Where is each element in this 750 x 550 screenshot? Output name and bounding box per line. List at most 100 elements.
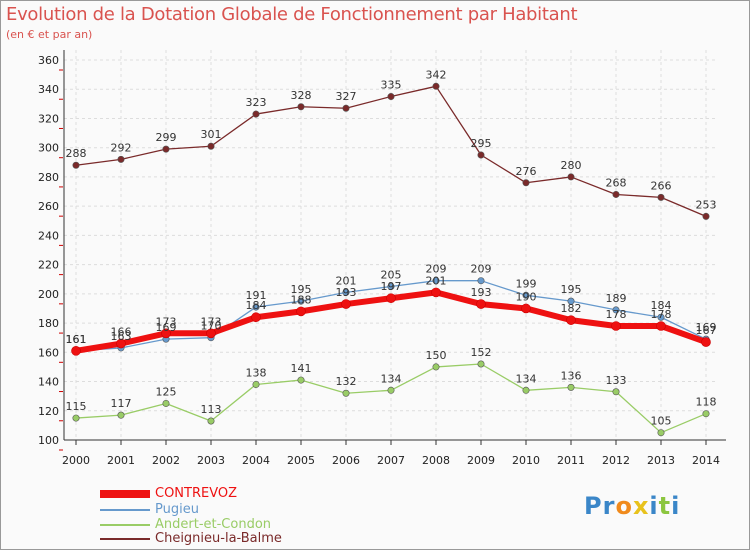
x-tick-label: 2004 — [242, 454, 270, 467]
legend-label-cheignieu-la-balme: Cheignieu-la-Balme — [155, 531, 282, 546]
data-point-pugieu — [612, 306, 620, 314]
data-label-cheignieu-la-balme: 301 — [201, 128, 222, 141]
data-label-cheignieu-la-balme: 253 — [696, 198, 717, 211]
legend-swatch-cheignieu-la-balme — [100, 538, 150, 540]
data-point-contrevoz — [341, 299, 351, 309]
data-label-pugieu: 199 — [516, 277, 537, 290]
chart-subtitle: (en € et par an) — [6, 28, 93, 41]
data-point-contrevoz — [431, 287, 441, 298]
grid-lines — [64, 50, 716, 441]
x-tick-label: 2010 — [512, 454, 540, 467]
data-point-contrevoz — [251, 312, 261, 323]
data-label-contrevoz: 193 — [471, 286, 492, 299]
data-label-cheignieu-la-balme: 327 — [336, 90, 357, 103]
data-label-contrevoz: 161 — [66, 333, 87, 346]
x-tick-label: 2009 — [467, 454, 495, 467]
data-label-pugieu: 191 — [246, 289, 267, 302]
legend-label-pugieu: Pugieu — [155, 502, 199, 517]
data-point-cheignieu-la-balme — [612, 190, 620, 198]
data-point-cheignieu-la-balme — [522, 179, 530, 187]
x-tick-label: 2001 — [107, 454, 135, 467]
data-point-pugieu — [477, 277, 485, 285]
y-tick-label: 140 — [38, 376, 59, 389]
data-label-pugieu: 169 — [696, 321, 717, 334]
data-point-andert-et-condon — [252, 380, 260, 388]
data-point-cheignieu-la-balme — [207, 142, 215, 150]
logo-letter: x — [632, 492, 650, 520]
data-point-contrevoz — [296, 306, 306, 317]
chart-title: Evolution de la Dotation Globale de Fonc… — [6, 4, 578, 25]
data-label-andert-et-condon: 113 — [201, 403, 222, 416]
data-label-andert-et-condon: 132 — [336, 375, 357, 388]
data-point-cheignieu-la-balme — [342, 104, 350, 112]
y-tick-label: 280 — [38, 171, 59, 184]
data-point-andert-et-condon — [162, 399, 170, 407]
data-point-contrevoz — [71, 346, 81, 356]
data-point-andert-et-condon — [297, 376, 305, 384]
data-label-pugieu: 161 — [66, 333, 87, 346]
data-label-contrevoz: 184 — [246, 299, 267, 312]
data-label-pugieu: 170 — [201, 320, 222, 333]
data-point-contrevoz — [521, 303, 531, 314]
data-label-andert-et-condon: 138 — [246, 366, 267, 379]
data-point-contrevoz — [161, 328, 171, 339]
data-label-andert-et-condon: 117 — [111, 397, 132, 410]
x-tick-label: 2008 — [422, 454, 450, 467]
data-label-cheignieu-la-balme: 299 — [156, 131, 177, 144]
data-label-pugieu: 163 — [111, 330, 132, 343]
axes: 100 120 140 160 180 200 220 240 260 280 300 320 340 3… — [38, 50, 726, 467]
data-label-andert-et-condon: 125 — [156, 385, 177, 398]
data-label-contrevoz: 173 — [156, 315, 177, 328]
data-point-pugieu — [657, 313, 665, 321]
data-label-cheignieu-la-balme: 328 — [291, 89, 312, 102]
data-point-pugieu — [252, 303, 260, 311]
data-point-andert-et-condon — [117, 411, 125, 419]
data-point-andert-et-condon — [657, 429, 665, 437]
data-label-cheignieu-la-balme: 335 — [381, 79, 402, 92]
data-point-andert-et-condon — [432, 363, 440, 371]
data-label-andert-et-condon: 115 — [66, 400, 87, 413]
data-point-contrevoz — [566, 315, 576, 325]
y-tick-label: 160 — [38, 346, 59, 359]
data-label-pugieu: 195 — [561, 283, 582, 296]
data-label-pugieu: 184 — [651, 299, 672, 312]
data-label-cheignieu-la-balme: 292 — [111, 141, 132, 154]
y-tick-label: 260 — [38, 200, 59, 213]
x-tick-label: 2014 — [692, 454, 720, 467]
data-label-andert-et-condon: 134 — [516, 372, 537, 385]
data-label-pugieu: 201 — [336, 274, 357, 287]
data-label-andert-et-condon: 133 — [606, 374, 627, 387]
data-point-cheignieu-la-balme — [477, 151, 485, 159]
data-label-contrevoz: 166 — [111, 326, 132, 339]
data-point-andert-et-condon — [387, 386, 395, 394]
data-point-pugieu — [387, 283, 395, 291]
data-label-contrevoz: 190 — [516, 290, 537, 303]
data-point-cheignieu-la-balme — [72, 161, 80, 169]
data-label-contrevoz: 201 — [426, 274, 447, 287]
data-point-andert-et-condon — [702, 410, 710, 418]
data-label-cheignieu-la-balme: 323 — [246, 96, 267, 109]
logo-letter: i — [649, 492, 659, 520]
y-tick-label: 220 — [38, 259, 59, 272]
data-labels: 288 292 299 301 323 328 327 335 342 295 276 280 268 2… — [66, 68, 717, 427]
x-tick-label: 2003 — [197, 454, 225, 467]
data-point-cheignieu-la-balme — [117, 155, 125, 163]
data-label-contrevoz: 188 — [291, 293, 312, 306]
data-point-cheignieu-la-balme — [297, 103, 305, 111]
data-label-contrevoz: 197 — [381, 280, 402, 293]
data-point-andert-et-condon — [477, 360, 485, 368]
data-point-cheignieu-la-balme — [387, 93, 395, 101]
data-label-cheignieu-la-balme: 342 — [426, 68, 447, 81]
logo-letter: r — [602, 492, 616, 520]
data-label-pugieu: 189 — [606, 292, 627, 305]
x-tick-label: 2011 — [557, 454, 585, 467]
legend-label-andert-et-condon: Andert-et-Condon — [155, 517, 272, 532]
y-tick-label: 200 — [38, 288, 59, 301]
y-tick-label: 360 — [38, 54, 59, 67]
x-tick-label: 2005 — [287, 454, 315, 467]
legend-swatch-pugieu — [100, 509, 150, 511]
data-point-contrevoz — [476, 299, 486, 309]
data-point-pugieu — [342, 288, 350, 296]
